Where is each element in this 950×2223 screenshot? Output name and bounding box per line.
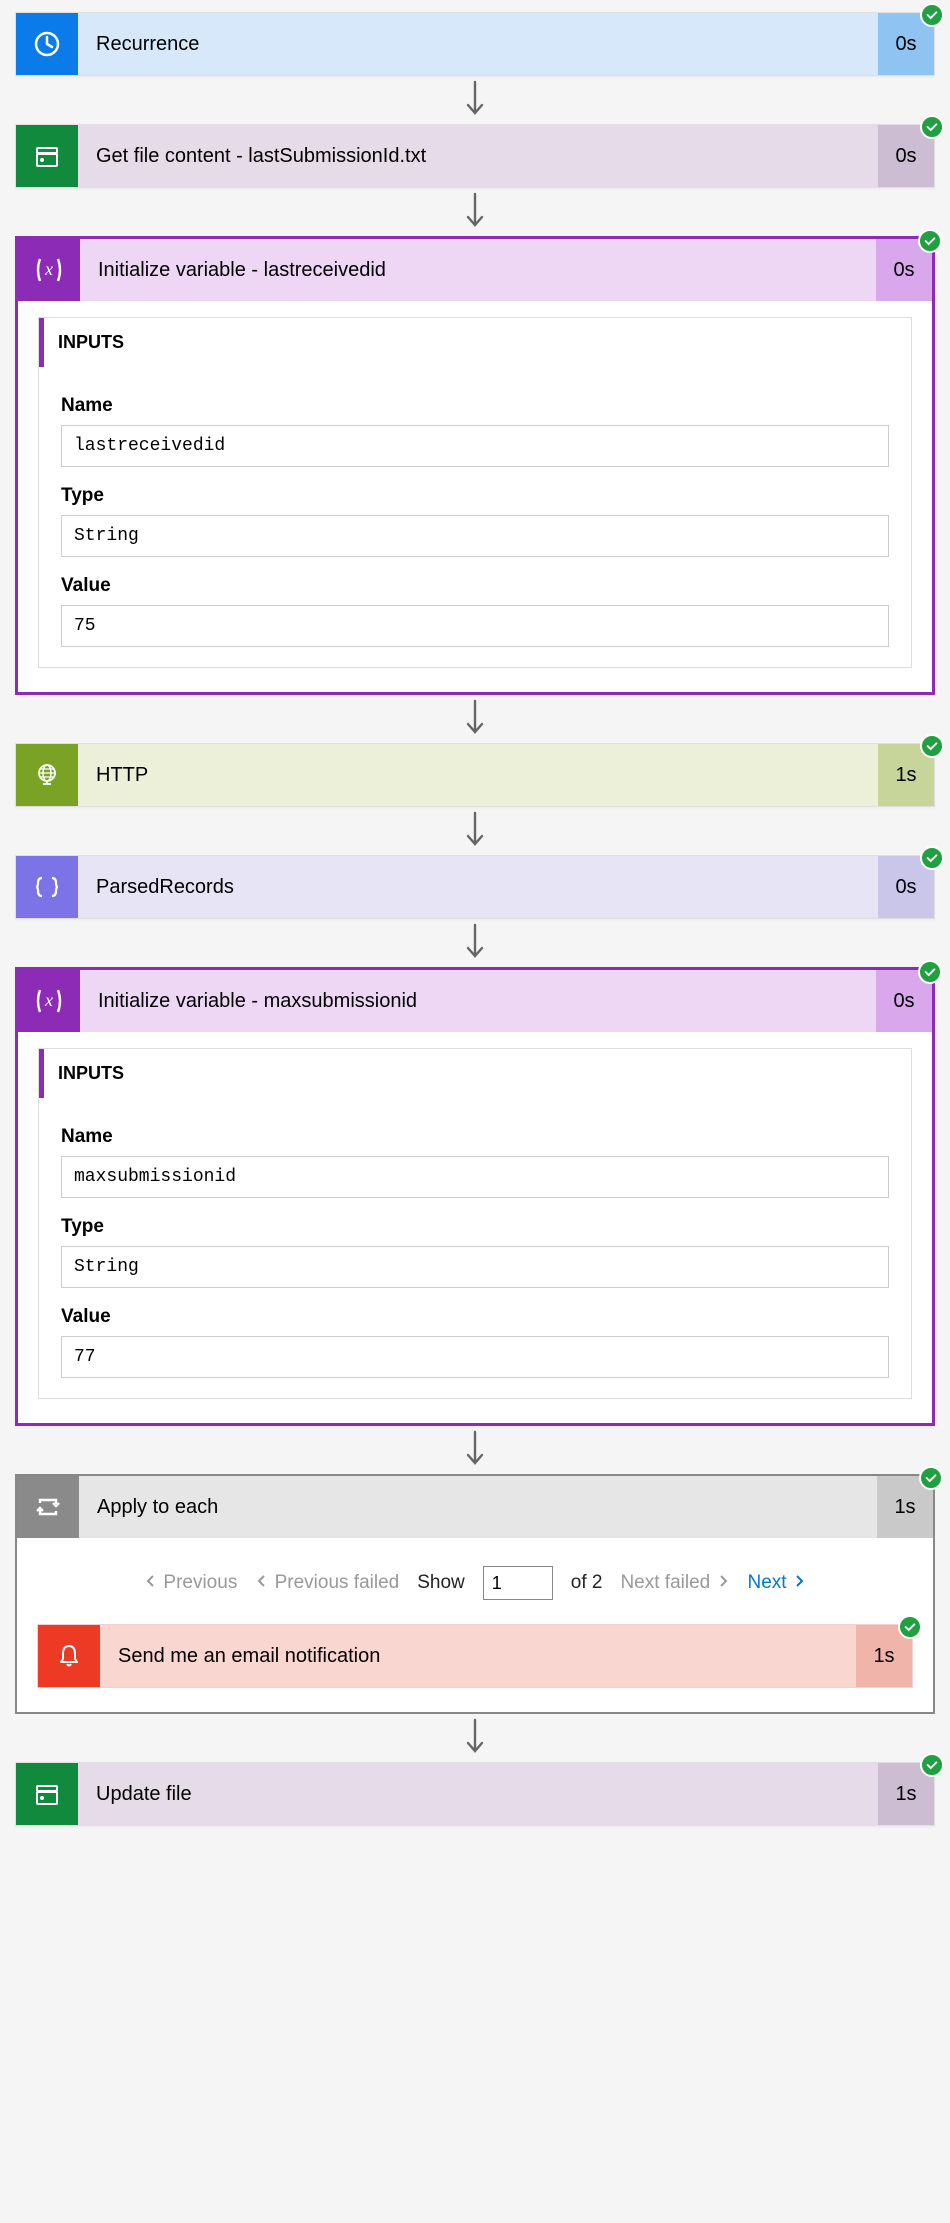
success-check-icon — [920, 734, 944, 758]
field-label-name: Name — [61, 395, 889, 417]
flow-arrow — [463, 807, 487, 855]
step-body: INPUTS Name lastreceivedid Type String V… — [18, 301, 932, 692]
success-check-icon — [918, 229, 942, 253]
pager-page-input[interactable] — [483, 1566, 553, 1600]
success-check-icon — [919, 1466, 943, 1490]
step-send-email-notification[interactable]: Send me an email notification 1s — [37, 1624, 913, 1688]
svg-text:x: x — [44, 990, 53, 1010]
success-check-icon — [920, 846, 944, 870]
pager-show-label: Show — [417, 1572, 465, 1594]
variable-icon: x — [18, 239, 80, 301]
flow-arrow — [463, 1426, 487, 1474]
flow-arrow — [463, 1714, 487, 1762]
success-check-icon — [898, 1615, 922, 1639]
flow-arrow — [463, 76, 487, 124]
step-title: ParsedRecords — [78, 856, 878, 918]
loop-icon — [17, 1476, 79, 1538]
chevron-left-icon — [144, 1574, 158, 1588]
field-value-type: String — [61, 1246, 889, 1288]
loop-pager: Previous Previous failed Show of 2 Next … — [17, 1538, 933, 1624]
chevron-left-icon — [255, 1574, 269, 1588]
step-recurrence[interactable]: Recurrence 0s — [15, 12, 935, 76]
step-title: Apply to each — [79, 1476, 877, 1538]
step-title: HTTP — [78, 744, 878, 806]
inputs-header: INPUTS — [39, 318, 911, 367]
pager-next-failed[interactable]: Next failed — [620, 1572, 729, 1594]
step-http[interactable]: HTTP 1s — [15, 743, 935, 807]
step-title: Initialize variable - maxsubmissionid — [80, 970, 876, 1032]
pager-of-text: of 2 — [571, 1572, 603, 1594]
success-check-icon — [918, 960, 942, 984]
success-check-icon — [920, 115, 944, 139]
bell-icon — [38, 1625, 100, 1687]
flow-arrow — [463, 188, 487, 236]
flow-container: Recurrence 0s Get file content - lastSub… — [12, 12, 938, 1826]
success-check-icon — [920, 1753, 944, 1777]
field-label-type: Type — [61, 1216, 889, 1238]
step-title: Initialize variable - lastreceivedid — [80, 239, 876, 301]
step-apply-to-each[interactable]: Apply to each 1s Previous Previous faile… — [15, 1474, 935, 1714]
field-value-value: 75 — [61, 605, 889, 647]
step-title: Get file content - lastSubmissionId.txt — [78, 125, 878, 187]
inputs-panel: INPUTS Name maxsubmissionid Type String … — [38, 1048, 912, 1399]
file-system-icon — [16, 1763, 78, 1825]
field-value-name: lastreceivedid — [61, 425, 889, 467]
flow-arrow — [463, 695, 487, 743]
field-value-type: String — [61, 515, 889, 557]
success-check-icon — [920, 3, 944, 27]
svg-text:x: x — [44, 259, 53, 279]
field-label-value: Value — [61, 575, 889, 597]
field-value-name: maxsubmissionid — [61, 1156, 889, 1198]
step-init-maxsubmissionid[interactable]: x Initialize variable - maxsubmissionid … — [15, 967, 935, 1426]
step-title: Update file — [78, 1763, 878, 1825]
variable-icon: x — [18, 970, 80, 1032]
pager-previous[interactable]: Previous — [144, 1572, 237, 1594]
globe-icon — [16, 744, 78, 806]
step-init-lastreceivedid[interactable]: x Initialize variable - lastreceivedid 0… — [15, 236, 935, 695]
inputs-panel: INPUTS Name lastreceivedid Type String V… — [38, 317, 912, 668]
field-label-value: Value — [61, 1306, 889, 1328]
pager-previous-failed[interactable]: Previous failed — [255, 1572, 399, 1594]
step-get-file-content[interactable]: Get file content - lastSubmissionId.txt … — [15, 124, 935, 188]
flow-arrow — [463, 919, 487, 967]
chevron-right-icon — [716, 1574, 730, 1588]
clock-icon — [16, 13, 78, 75]
field-label-type: Type — [61, 485, 889, 507]
step-body: INPUTS Name maxsubmissionid Type String … — [18, 1032, 932, 1423]
field-label-name: Name — [61, 1126, 889, 1148]
field-value-value: 77 — [61, 1336, 889, 1378]
step-update-file[interactable]: Update file 1s — [15, 1762, 935, 1826]
inputs-header: INPUTS — [39, 1049, 911, 1098]
step-title: Recurrence — [78, 13, 878, 75]
step-title: Send me an email notification — [100, 1625, 856, 1687]
pager-next[interactable]: Next — [748, 1572, 806, 1594]
parse-json-icon — [16, 856, 78, 918]
file-system-icon — [16, 125, 78, 187]
chevron-right-icon — [792, 1574, 806, 1588]
step-parsed-records[interactable]: ParsedRecords 0s — [15, 855, 935, 919]
